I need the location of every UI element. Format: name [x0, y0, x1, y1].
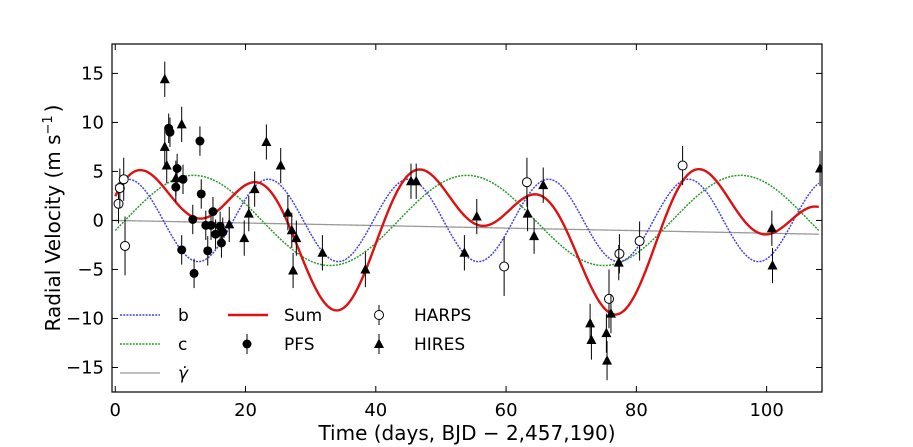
- hires-point: [249, 183, 260, 194]
- y-axis-title-exponent: −1: [41, 115, 56, 134]
- y-axis-title-end: ): [41, 105, 65, 113]
- pfs-point: [206, 220, 216, 230]
- sum-curve: [114, 167, 819, 316]
- x-tick-label: 20: [234, 400, 257, 421]
- planet-c-curve: [114, 174, 820, 267]
- hires-point: [471, 211, 482, 221]
- hires-point: [815, 162, 822, 173]
- hires-point: [766, 222, 777, 233]
- legend-gamma-label: γ̇: [178, 364, 189, 384]
- hires-point: [586, 334, 597, 345]
- harps-point: [614, 248, 625, 259]
- hires-point: [602, 355, 613, 365]
- legend-b-label: b: [178, 306, 189, 326]
- pfs-point: [208, 207, 218, 217]
- hires-point: [275, 160, 286, 170]
- legend-harps-label: HARPS: [414, 306, 471, 326]
- x-tick-label: 100: [749, 400, 783, 421]
- legend-harps-marker: [374, 310, 384, 320]
- y-tick-label: 5: [93, 161, 104, 182]
- legend-hires-label: HIRES: [414, 335, 465, 355]
- hires-point: [282, 207, 293, 217]
- hires-point: [317, 247, 328, 257]
- hires-point: [291, 232, 302, 243]
- pfs-point: [203, 246, 213, 256]
- hires-point: [261, 136, 272, 147]
- harps-point: [521, 177, 532, 188]
- harps-point: [113, 198, 124, 209]
- pfs-point: [177, 245, 187, 255]
- pfs-point: [165, 127, 175, 137]
- planet-b-curve: [114, 178, 820, 263]
- hires-point: [176, 118, 187, 129]
- series-pfs: [164, 113, 228, 289]
- x-tick-label: 0: [110, 400, 121, 421]
- x-tick-label: 60: [495, 400, 518, 421]
- pfs-point: [195, 136, 205, 146]
- pfs-point: [188, 214, 198, 224]
- hires-point: [224, 218, 235, 229]
- harps-point: [118, 174, 129, 185]
- y-tick-label: 10: [81, 112, 104, 133]
- harps-point: [499, 261, 510, 272]
- hires-point: [159, 141, 170, 151]
- harps-point: [114, 183, 125, 194]
- y-tick-label: −5: [77, 259, 104, 280]
- y-tick-label: 0: [93, 210, 104, 231]
- hires-point: [529, 230, 540, 241]
- hires-point: [585, 317, 596, 328]
- harps-point: [604, 293, 614, 304]
- legend-sum-label: Sum: [284, 306, 322, 326]
- hires-point: [522, 208, 533, 218]
- plot-frame: [111, 43, 823, 393]
- hires-point: [538, 179, 549, 190]
- x-axis-title: Time (days, BJD − 2,457,190): [317, 421, 615, 445]
- hires-point: [243, 208, 254, 218]
- hires-point: [239, 232, 250, 243]
- x-tick-label: 80: [625, 400, 648, 421]
- hires-point: [601, 327, 612, 338]
- pfs-point: [189, 268, 199, 278]
- pfs-point: [178, 174, 188, 184]
- hires-point: [159, 73, 170, 84]
- pfs-point: [196, 189, 206, 199]
- x-tick-label: 40: [364, 400, 387, 421]
- legend-pfs-marker: [242, 339, 252, 349]
- hires-point: [288, 264, 299, 275]
- pfs-point: [216, 238, 226, 248]
- harps-point: [677, 160, 688, 171]
- legend: b c γ̇ Sum PFS HARPS HIRES: [120, 305, 471, 384]
- hires-point: [613, 257, 624, 267]
- legend-pfs-label: PFS: [284, 335, 315, 355]
- y-tick-label: −15: [66, 357, 104, 378]
- legend-hires-marker: [374, 338, 384, 348]
- hires-point: [605, 308, 616, 318]
- y-axis-title-main: Radial Velocity (m s: [41, 134, 65, 331]
- hires-point: [459, 247, 470, 257]
- pfs-point: [218, 227, 228, 237]
- y-tick-label: −10: [66, 308, 104, 329]
- y-tick-label: 15: [81, 63, 104, 84]
- hires-point: [286, 224, 297, 235]
- hires-point: [767, 260, 778, 270]
- hires-point: [170, 172, 181, 183]
- pfs-point: [172, 163, 182, 173]
- hires-point: [411, 175, 422, 186]
- series-hires: [159, 61, 822, 381]
- harps-point: [120, 240, 131, 251]
- pfs-point: [211, 229, 221, 239]
- y-axis-title: Radial Velocity (m s−1): [41, 105, 65, 332]
- harps-point: [634, 236, 645, 247]
- legend-c-label: c: [178, 335, 187, 355]
- hires-point: [360, 263, 371, 274]
- hires-point: [161, 160, 172, 170]
